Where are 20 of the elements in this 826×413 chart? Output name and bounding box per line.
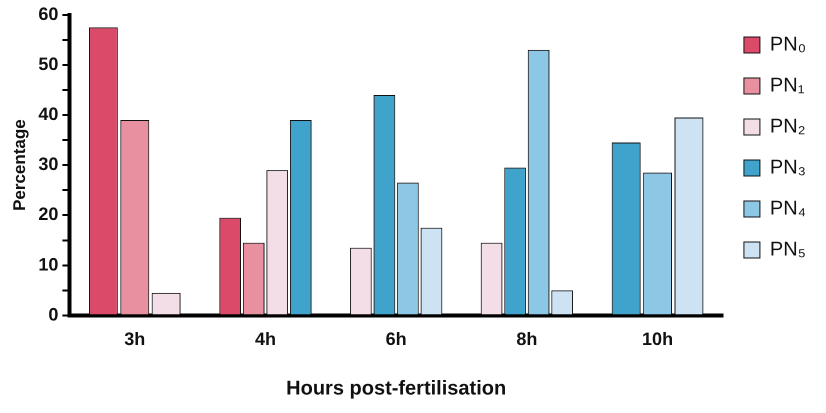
legend-label: PN₅ — [770, 238, 806, 261]
y-tick-label: 30 — [38, 154, 58, 174]
x-tick-label: 4h — [254, 329, 276, 350]
x-tick-label: 3h — [124, 329, 146, 350]
y-tick-label: 10 — [38, 254, 58, 274]
y-tick-label: 40 — [38, 104, 58, 124]
x-tick-label: 10h — [642, 329, 674, 350]
x-tick-label: 6h — [386, 329, 407, 350]
y-axis-title: Percentage — [10, 119, 29, 211]
legend-label: PN₀ — [770, 34, 806, 56]
legend-label: PN₁ — [770, 74, 805, 97]
x-axis-title: Hours post-fertilisation — [286, 378, 506, 400]
legend-label: PN₂ — [770, 116, 806, 138]
y-tick-label: 50 — [38, 54, 58, 74]
y-tick-label: 20 — [38, 204, 58, 224]
y-tick-label: 60 — [38, 4, 58, 24]
y-tick-label: 0 — [48, 304, 58, 324]
legend-label: PN₄ — [770, 198, 806, 220]
x-tick-label: 8h — [516, 329, 538, 350]
legend-label: PN₃ — [770, 156, 806, 179]
